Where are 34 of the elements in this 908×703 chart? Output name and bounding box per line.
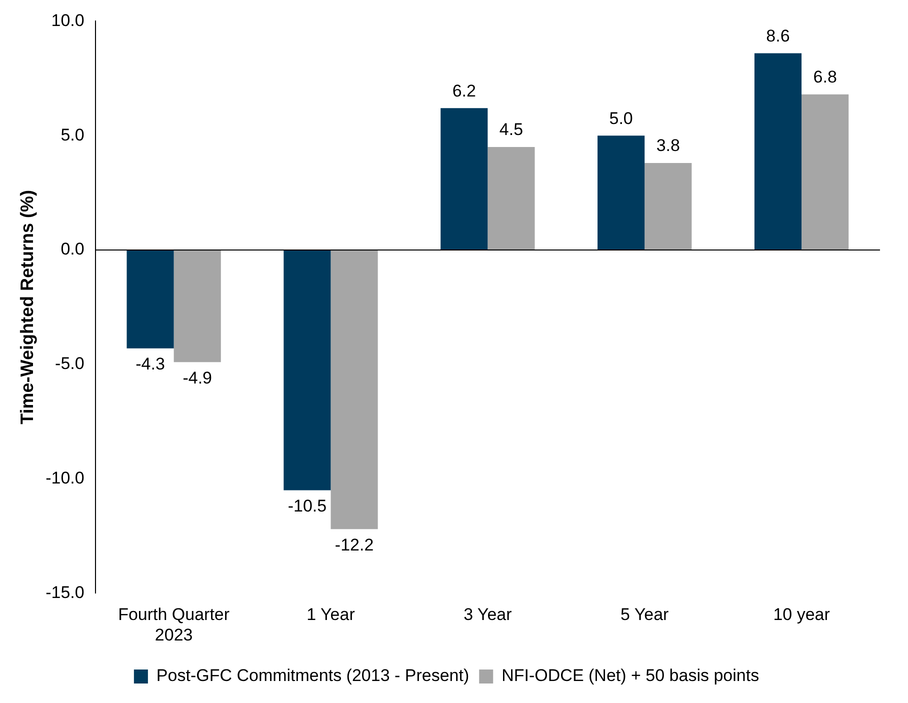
y-tick-label: -15.0 (46, 582, 84, 602)
bar (174, 250, 221, 362)
x-tick-label: 5 Year (620, 605, 670, 624)
x-tick-label: 1 Year (306, 605, 356, 624)
data-label: 8.6 (766, 26, 790, 46)
y-tick-label: -5.0 (55, 354, 84, 374)
y-tick-label: 10.0 (51, 10, 84, 30)
data-label: -4.9 (182, 368, 212, 388)
y-tick-label: 0.0 (60, 240, 84, 259)
x-tick-label: Fourth Quarter 2023 (118, 605, 230, 644)
x-tick-label: 3 Year (464, 605, 512, 624)
bar (754, 53, 802, 250)
data-label: 5.0 (609, 108, 633, 128)
data-label: -4.3 (136, 354, 165, 374)
data-label: -12.2 (334, 535, 374, 554)
bar (644, 163, 692, 250)
y-tick-label: -10.0 (46, 468, 84, 488)
bar (284, 250, 331, 490)
bar (330, 250, 378, 530)
data-label: 6.2 (452, 81, 476, 100)
bar (802, 94, 849, 250)
bar (598, 136, 645, 250)
data-label: -10.5 (288, 496, 327, 516)
data-label: 6.8 (813, 68, 837, 87)
bar (440, 108, 488, 250)
bar (126, 250, 174, 348)
legend-label: NFI-ODCE (Net) + 50 basis points (502, 666, 760, 686)
legend-label: Post-GFC Commitments (2013 - Present) (156, 666, 470, 686)
y-tick-label: 5.0 (60, 125, 84, 144)
data-label: 3.8 (656, 136, 680, 156)
bar (488, 147, 535, 250)
y-axis-title: Time-Weighted Returns (%) (16, 190, 37, 424)
x-tick-label: 10 year (773, 605, 830, 624)
data-label: 4.5 (499, 120, 524, 140)
